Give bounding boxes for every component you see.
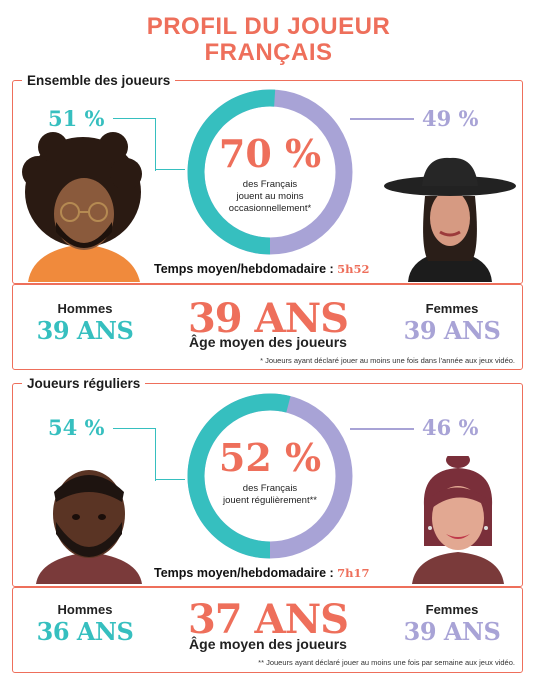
women-percentage: 49 % <box>422 106 479 131</box>
female-avatar-ponytail-icon <box>408 452 508 584</box>
donut-men-arc <box>187 89 276 255</box>
donut-center-percentage: 70 % <box>218 131 322 176</box>
section-regular-players-top <box>12 383 523 587</box>
donut-chart: 52 % des Français jouent régulièrement** <box>187 393 353 559</box>
section-all-players-top <box>12 80 523 284</box>
donut-men-arc <box>187 393 291 559</box>
donut-chart: 70 % des Français jouent au moins occasi… <box>187 89 353 255</box>
average-age-label: Âge moyen des joueurs <box>189 334 347 350</box>
weekly-time: Temps moyen/hebdomadaire : 5h52 <box>154 262 370 276</box>
weekly-time-value: 5h52 <box>337 262 370 276</box>
weekly-time-label: Temps moyen/hebdomadaire : <box>154 566 334 580</box>
men-age: 39 ANS <box>36 316 134 345</box>
footnote: * Joueurs ayant déclaré jouer au moins u… <box>260 356 515 365</box>
page-title-line1: PROFIL DU JOUEUR <box>146 13 391 40</box>
male-avatar-beard-icon <box>34 462 144 584</box>
men-label: Hommes <box>57 602 113 617</box>
average-age: 39 ANS <box>187 295 349 342</box>
men-label: Hommes <box>57 301 113 316</box>
donut-caption-line3: occasionnellement* <box>228 203 312 214</box>
donut-caption-line2: jouent régulièrement** <box>222 495 317 506</box>
weekly-time-label: Temps moyen/hebdomadaire : <box>154 262 334 276</box>
women-age: 39 ANS <box>403 617 501 646</box>
women-label: Femmes <box>425 301 479 316</box>
men-age: 36 ANS <box>36 617 134 646</box>
men-connector <box>113 118 156 171</box>
women-connector <box>350 428 414 430</box>
page-title-line2: FRANÇAIS <box>204 39 333 66</box>
female-avatar-black-hat-icon <box>380 156 520 282</box>
women-connector <box>350 118 414 120</box>
weekly-time-value: 7h17 <box>337 566 370 580</box>
men-connector-end <box>155 479 185 480</box>
men-percentage: 51 % <box>48 106 105 131</box>
men-percentage: 54 % <box>48 415 105 440</box>
donut-caption-line2: jouent au moins <box>236 191 304 202</box>
women-percentage: 46 % <box>422 415 479 440</box>
average-age: 37 ANS <box>187 596 349 643</box>
footnote: ** Joueurs ayant déclaré jouer au moins … <box>258 658 515 667</box>
section-heading: Ensemble des joueurs <box>22 73 176 88</box>
section-all-players-stats <box>12 284 523 370</box>
women-label: Femmes <box>425 602 479 617</box>
men-connector-end <box>155 169 185 170</box>
section-heading: Joueurs réguliers <box>22 376 146 391</box>
average-age-label: Âge moyen des joueurs <box>189 636 347 652</box>
male-avatar-curly-hair-icon <box>18 132 148 282</box>
section-regular-players-stats <box>12 587 523 673</box>
women-age: 39 ANS <box>403 316 501 345</box>
donut-caption-line1: des Français <box>242 483 298 494</box>
weekly-time: Temps moyen/hebdomadaire : 7h17 <box>154 566 370 580</box>
donut-center-percentage: 52 % <box>218 435 322 480</box>
donut-caption-line1: des Français <box>242 179 298 190</box>
men-connector <box>113 428 156 481</box>
